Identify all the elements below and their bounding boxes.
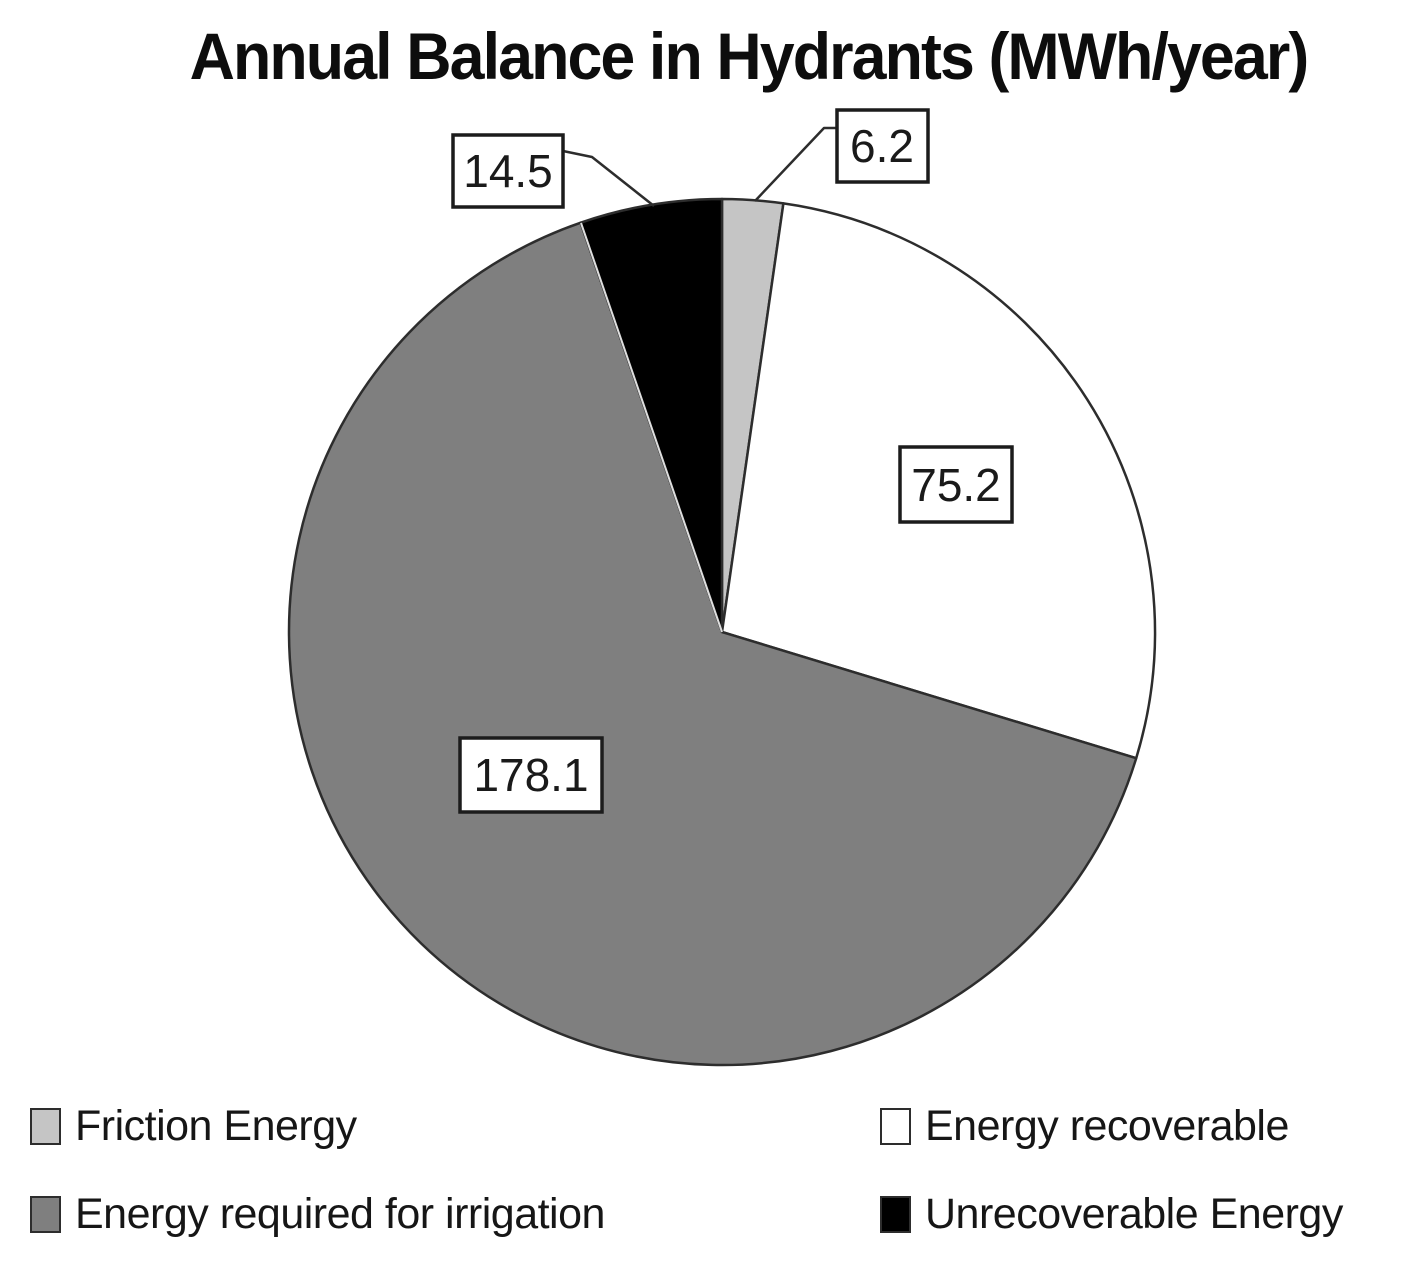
legend-label-irrigation: Energy required for irrigation — [75, 1189, 605, 1238]
data-label-value-irrigation: 178.1 — [473, 749, 588, 801]
data-label-unrecoverable: 14.5 — [451, 133, 565, 209]
data-label-box-irrigation — [458, 736, 604, 814]
data-label-box-recoverable — [898, 445, 1014, 524]
data-label-box-friction — [835, 108, 930, 184]
data-label-value-recoverable: 75.2 — [911, 459, 1001, 511]
legend-label-unrecoverable: Unrecoverable Energy — [925, 1189, 1343, 1238]
data-label-value-unrecoverable: 14.5 — [463, 145, 553, 197]
legend-item-recoverable: Energy recoverable — [880, 1098, 1383, 1154]
callout-leader-unrecoverable — [562, 149, 655, 207]
callout-leader-friction — [754, 126, 837, 202]
legend: Friction Energy Energy recoverable Energ… — [30, 1098, 1383, 1242]
legend-marker-irrigation-icon — [30, 1195, 61, 1233]
legend-marker-recoverable-icon — [880, 1107, 911, 1145]
slice-separator-line — [580, 222, 723, 633]
chart-title: Annual Balance in Hydrants (MWh/year) — [189, 19, 1310, 93]
legend-item-irrigation: Energy required for irrigation — [30, 1186, 880, 1242]
legend-label-recoverable: Energy recoverable — [925, 1101, 1289, 1150]
data-label-box-unrecoverable — [451, 133, 565, 209]
pie-slice-energy-required-for-irrigation — [287, 221, 1138, 1067]
legend-marker-unrecoverable-icon — [880, 1195, 911, 1233]
pie-slice-unrecoverable-energy — [579, 197, 724, 634]
legend-item-friction: Friction Energy — [30, 1098, 880, 1154]
legend-item-unrecoverable: Unrecoverable Energy — [880, 1186, 1383, 1242]
data-label-value-friction: 6.2 — [850, 120, 914, 172]
data-label-recoverable: 75.2 — [898, 445, 1014, 524]
data-label-irrigation: 178.1 — [458, 736, 604, 814]
legend-label-friction: Friction Energy — [75, 1101, 357, 1150]
legend-marker-friction-icon — [30, 1107, 61, 1145]
data-label-friction: 6.2 — [835, 108, 930, 184]
